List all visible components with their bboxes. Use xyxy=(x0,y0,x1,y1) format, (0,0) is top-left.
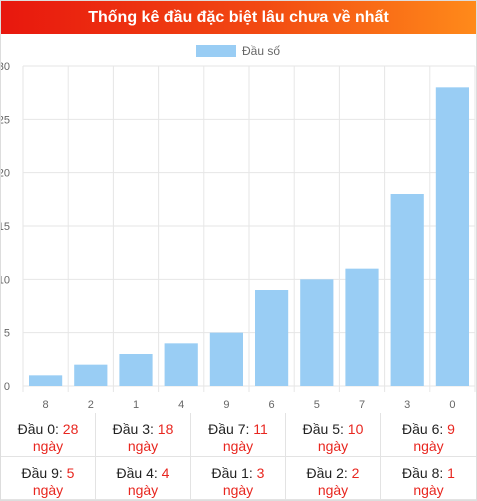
stat-cell: Đầu 2: 2 ngày xyxy=(286,456,381,500)
bar xyxy=(300,279,334,386)
x-tick-label: 5 xyxy=(314,399,320,411)
stat-unit: ngày xyxy=(127,481,159,498)
bar xyxy=(435,87,469,387)
y-tick-label: 25 xyxy=(1,114,10,126)
stat-label: Đầu 4: xyxy=(116,464,158,481)
stat-label: Đầu 0: xyxy=(17,421,59,437)
x-tick-label: 3 xyxy=(404,399,410,411)
y-tick-label: 10 xyxy=(1,274,10,286)
x-tick-label: 4 xyxy=(178,399,184,411)
stat-cell: Đầu 8: 1 ngày xyxy=(381,457,476,500)
stat-cell: Đầu 0: 28 ngày xyxy=(1,413,96,457)
legend-swatch xyxy=(196,45,236,57)
y-tick-label: 0 xyxy=(4,381,10,393)
bar xyxy=(209,332,243,386)
legend-label: Đầu số xyxy=(242,44,280,58)
stat-unit: ngày xyxy=(32,438,64,454)
stat-value: 1 xyxy=(447,464,455,481)
stat-unit: ngày xyxy=(317,481,349,498)
bar-chart: 0510152025308214965730Đầu số xyxy=(1,44,476,411)
stat-value: 2 xyxy=(351,464,360,481)
bar xyxy=(29,375,63,386)
stat-cell: Đầu 3: 18 ngày xyxy=(96,413,191,457)
stat-unit: ngày xyxy=(32,481,64,498)
stat-value: 5 xyxy=(66,464,75,481)
stat-cell: Đầu 7: 11 ngày xyxy=(191,413,286,457)
stat-value: 9 xyxy=(447,421,455,437)
bar xyxy=(255,290,289,386)
x-tick-label: 1 xyxy=(133,399,139,411)
stat-value: 3 xyxy=(256,464,265,481)
stat-value: 11 xyxy=(253,421,268,437)
bar xyxy=(390,194,424,386)
stat-value: 18 xyxy=(157,421,174,437)
stat-label: Đầu 2: xyxy=(306,464,348,481)
widget-title: Thống kê đầu đặc biệt lâu chưa về nhất xyxy=(1,1,476,34)
bar xyxy=(74,364,108,386)
stat-label: Đầu 7: xyxy=(208,421,250,437)
stat-unit: ngày xyxy=(413,438,444,454)
stat-value: 28 xyxy=(62,421,79,437)
x-tick-label: 8 xyxy=(43,399,49,411)
stat-label: Đầu 9: xyxy=(21,464,63,481)
y-tick-label: 15 xyxy=(1,221,10,233)
stat-cell: Đầu 6: 9 ngày xyxy=(381,413,476,457)
bar xyxy=(345,268,379,386)
stat-cell: Đầu 9: 5 ngày xyxy=(1,456,96,500)
stat-unit: ngày xyxy=(317,438,349,454)
y-tick-label: 30 xyxy=(1,61,10,73)
stat-cell: Đầu 5: 10 ngày xyxy=(286,413,381,457)
stat-label: Đầu 1: xyxy=(211,464,253,481)
stat-value: 10 xyxy=(347,421,364,437)
stat-cell: Đầu 1: 3 ngày xyxy=(191,456,286,500)
y-tick-label: 20 xyxy=(1,168,10,180)
stat-label: Đầu 6: xyxy=(402,421,444,437)
stat-unit: ngày xyxy=(222,481,254,498)
bar xyxy=(164,343,198,386)
stat-unit: ngày xyxy=(127,438,159,454)
x-tick-label: 9 xyxy=(223,399,229,411)
stat-value: 4 xyxy=(161,464,170,481)
stat-label: Đầu 5: xyxy=(302,421,344,437)
stat-unit: ngày xyxy=(413,481,444,498)
x-tick-label: 0 xyxy=(449,399,455,411)
stats-grid: Đầu 0: 28 ngày Đầu 3: 18 ngày Đầu 7: 11 ngà… xyxy=(1,413,476,500)
y-tick-label: 5 xyxy=(4,328,10,340)
stat-unit: ngày xyxy=(222,438,254,454)
stat-cell: Đầu 4: 4 ngày xyxy=(96,456,191,500)
stat-label: Đầu 8: xyxy=(402,464,444,481)
x-tick-label: 2 xyxy=(88,399,94,411)
stat-label: Đầu 3: xyxy=(112,421,154,437)
bar xyxy=(119,354,153,386)
x-tick-label: 7 xyxy=(359,399,365,411)
x-tick-label: 6 xyxy=(269,399,275,411)
